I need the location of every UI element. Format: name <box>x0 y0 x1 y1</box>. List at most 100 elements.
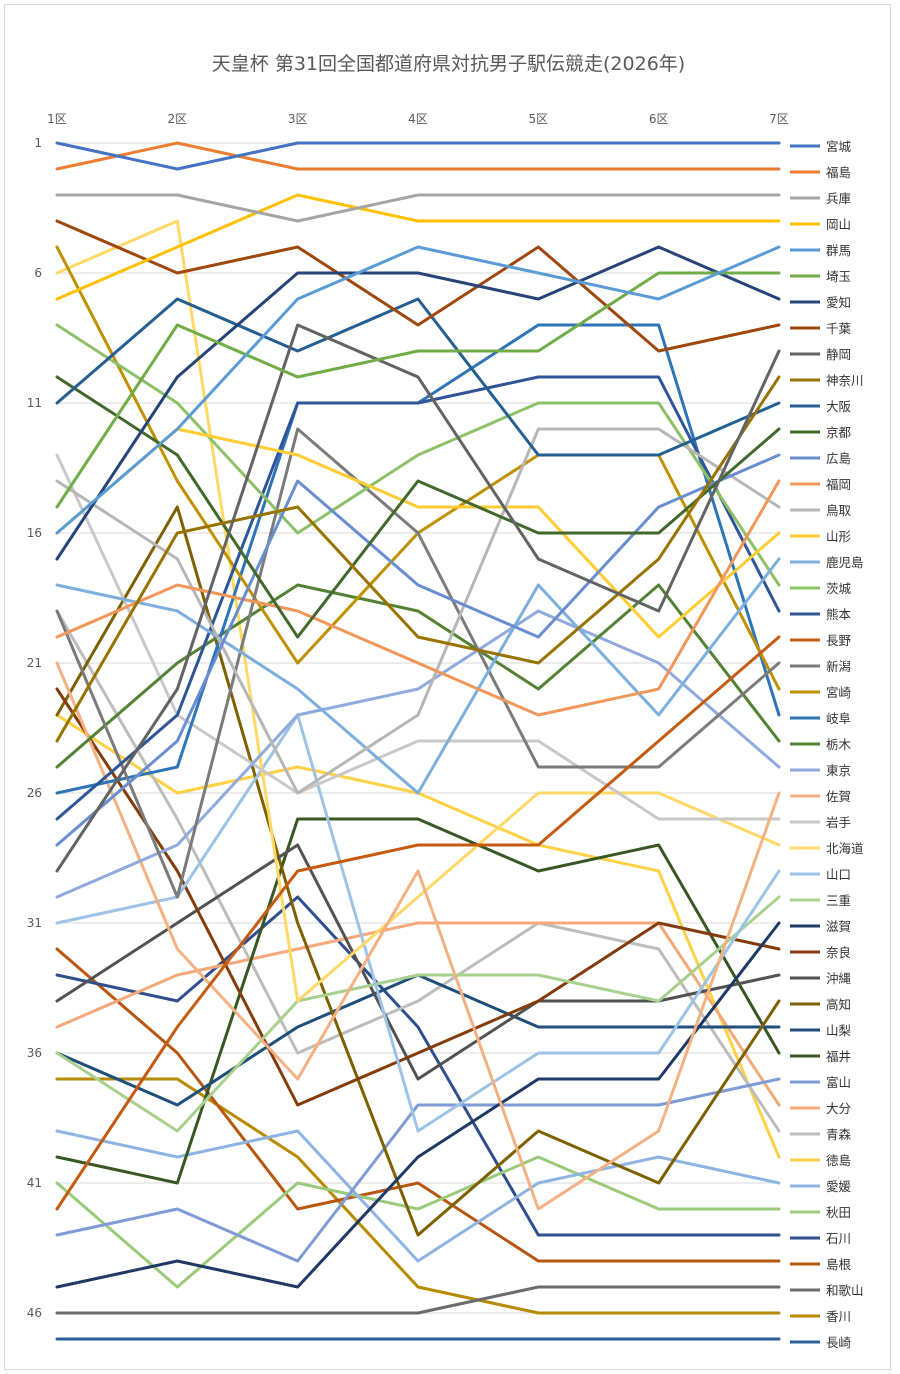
legend-label: 富山 <box>826 1075 851 1090</box>
legend-label: 香川 <box>826 1309 851 1324</box>
legend-label: 石川 <box>826 1231 851 1246</box>
series-line <box>55 427 781 899</box>
x-tick-label: 7区 <box>769 112 789 126</box>
series-line <box>55 583 781 769</box>
legend-label: 沖縄 <box>826 971 852 986</box>
series-line <box>55 661 781 1211</box>
series-line <box>55 323 781 587</box>
legend-label: 山形 <box>826 529 852 544</box>
series-line <box>55 1129 781 1263</box>
series-line <box>55 1077 781 1315</box>
legend-label: 青森 <box>826 1127 852 1142</box>
series-line <box>55 1285 781 1315</box>
series-line <box>55 245 781 691</box>
y-tick-label: 6 <box>34 266 42 280</box>
series-line <box>55 635 781 1211</box>
legend-label: 茨城 <box>826 581 852 596</box>
legend-label: 鳥取 <box>826 503 852 518</box>
legend-label: 東京 <box>826 763 851 778</box>
legend-label: 大阪 <box>826 399 852 414</box>
legend-label: 岩手 <box>826 815 851 830</box>
series-line <box>55 375 781 821</box>
x-tick-label: 6区 <box>649 112 669 126</box>
legend-label: 徳島 <box>826 1153 851 1168</box>
series-line <box>55 375 781 743</box>
series-line <box>55 141 781 171</box>
x-tick-label: 2区 <box>168 112 188 126</box>
series-line <box>55 271 781 509</box>
y-tick-label: 31 <box>27 916 42 930</box>
series-line <box>55 193 781 301</box>
legend-label: 岐阜 <box>826 711 851 726</box>
legend-label: 栃木 <box>826 737 852 752</box>
legend-label: 和歌山 <box>826 1283 864 1298</box>
series-line <box>55 609 781 899</box>
legend-label: 宮崎 <box>826 685 852 700</box>
series-line <box>55 245 781 535</box>
legend-label: 奈良 <box>826 945 851 960</box>
legend-label: 秋田 <box>826 1205 851 1220</box>
legend-label: 福岡 <box>826 477 851 492</box>
legend-label: 京都 <box>826 425 852 440</box>
legend-label: 長野 <box>826 633 852 648</box>
series-line <box>55 1155 781 1289</box>
series-line <box>55 947 781 1263</box>
legend-label: 群馬 <box>826 243 851 258</box>
series-line <box>55 323 781 873</box>
series-line <box>55 219 781 353</box>
legend-label: 広島 <box>826 451 851 466</box>
series-line <box>55 895 781 1237</box>
series-line <box>55 453 781 847</box>
series-line <box>55 141 781 171</box>
legend-label: 高知 <box>826 997 851 1012</box>
legend-label: 山口 <box>826 867 851 882</box>
legend-label: 神奈川 <box>826 373 864 388</box>
y-tick-label: 16 <box>27 526 42 540</box>
series-line <box>55 1077 781 1263</box>
x-tick-label: 1区 <box>47 112 67 126</box>
legend-label: 埼玉 <box>826 269 851 284</box>
grid-lines <box>57 142 779 1314</box>
y-tick-label: 36 <box>27 1046 42 1060</box>
series-line <box>55 479 781 717</box>
legend-label: 滋賀 <box>826 919 851 934</box>
series-line <box>55 921 781 1289</box>
x-tick-label: 5区 <box>529 112 549 126</box>
legend-label: 愛知 <box>826 295 851 310</box>
series-line <box>55 895 781 1133</box>
series-line <box>55 427 781 795</box>
series-line <box>55 297 781 457</box>
series-line <box>55 505 781 1237</box>
series-line <box>55 609 781 1133</box>
legend-label: 福井 <box>826 1049 851 1064</box>
legend-label: 静岡 <box>826 347 851 362</box>
x-tick-label: 4区 <box>408 112 428 126</box>
y-tick-label: 21 <box>27 656 42 670</box>
series-line <box>55 219 781 1003</box>
chart-title: 天皇杯 第31回全国都道府県対抗男子駅伝競走(2026年) <box>211 53 686 75</box>
series-line <box>55 375 781 639</box>
y-tick-label: 46 <box>27 1306 42 1320</box>
series-line <box>55 193 781 223</box>
legend: 宮城福島兵庫岡山群馬埼玉愛知千葉静岡神奈川大阪京都広島福岡鳥取山形鹿児島茨城熊本… <box>790 139 864 1350</box>
y-tick-label: 41 <box>27 1176 42 1190</box>
series-line <box>55 973 781 1107</box>
legend-label: 三重 <box>826 893 851 908</box>
legend-label: 山梨 <box>826 1023 852 1038</box>
y-tick-label: 1 <box>34 136 42 150</box>
legend-label: 島根 <box>826 1257 852 1272</box>
x-axis-ticks: 1区 2区 3区 4区 5区 6区 7区 <box>47 112 789 126</box>
legend-label: 宮城 <box>826 139 852 154</box>
legend-label: 鹿児島 <box>826 555 864 570</box>
legend-label: 長崎 <box>826 1335 852 1350</box>
legend-label: 大分 <box>826 1101 851 1116</box>
legend-label: 兵庫 <box>826 191 851 206</box>
legend-label: 熊本 <box>826 607 852 622</box>
legend-label: 岡山 <box>826 217 851 232</box>
legend-label: 福島 <box>826 165 851 180</box>
series-line <box>55 713 781 1159</box>
y-tick-label: 26 <box>27 786 42 800</box>
series-line <box>55 557 781 795</box>
